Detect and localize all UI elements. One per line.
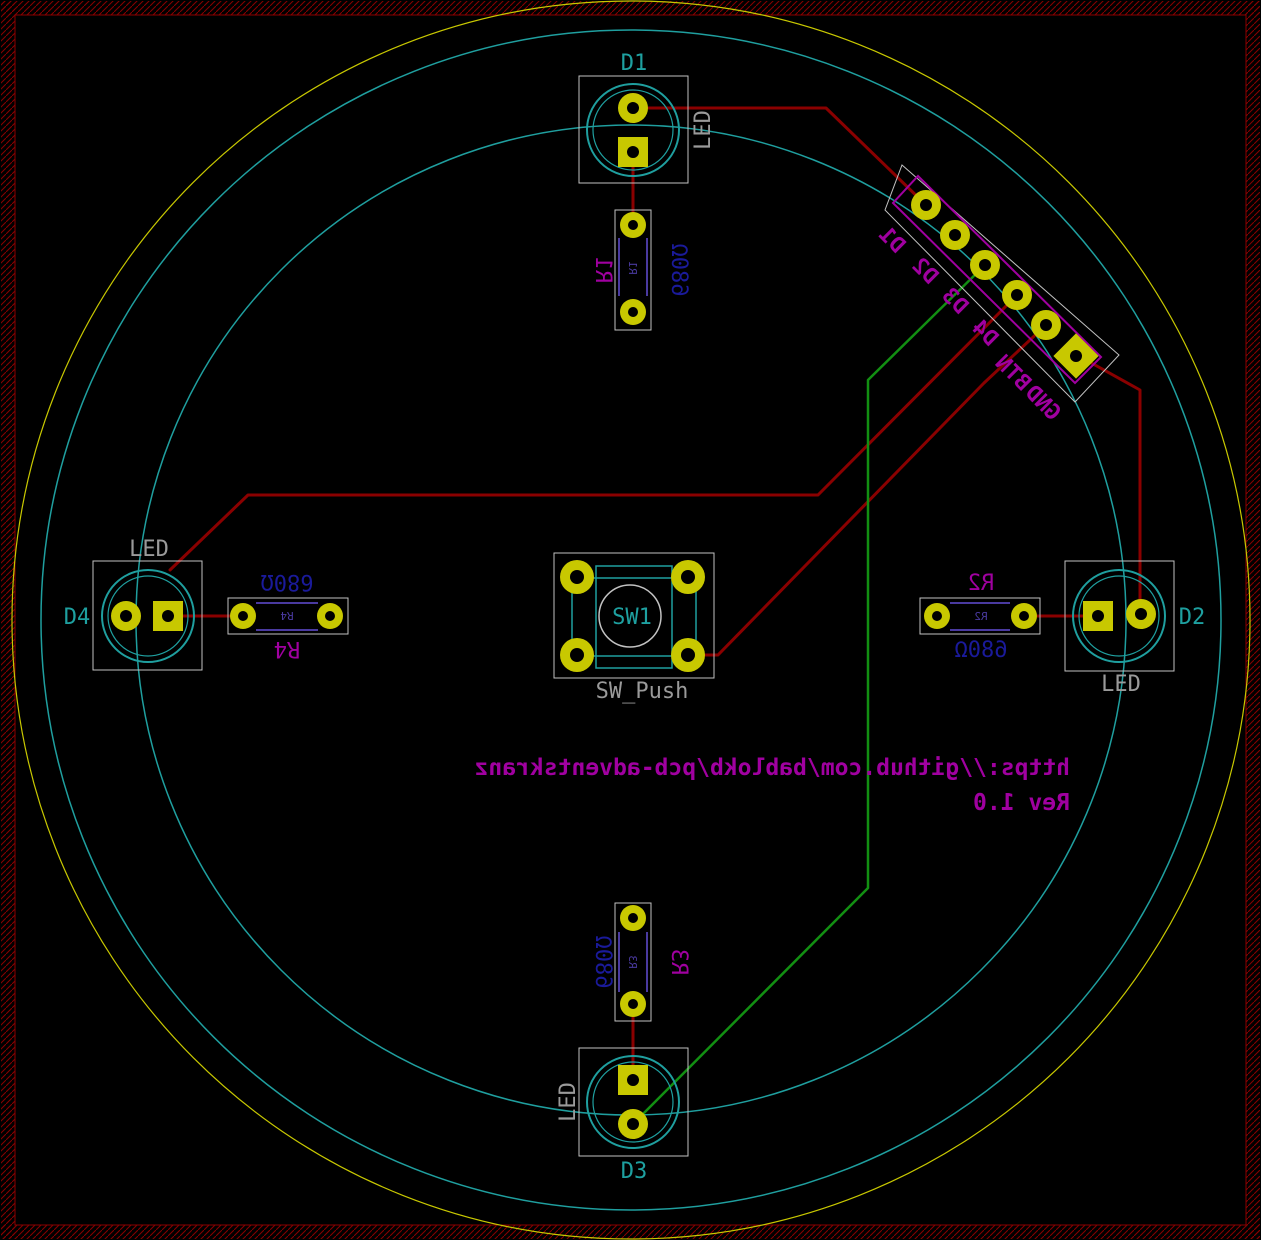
r2-value-label: 680Ω bbox=[955, 638, 1008, 663]
led-d1[interactable]: D1 LED bbox=[578, 51, 716, 184]
r4-fab-label: R4 bbox=[280, 609, 294, 622]
connector-courtyard bbox=[884, 164, 1120, 403]
r3-fab-label: R3 bbox=[626, 955, 639, 968]
d1-courtyard bbox=[578, 75, 689, 184]
d2-ref-label: D2 bbox=[1179, 605, 1206, 630]
r2-fab-label: R2 bbox=[974, 610, 987, 623]
resistor-r1[interactable]: R1 R1 680Ω bbox=[590, 209, 691, 331]
trace-d1 bbox=[631, 106, 928, 207]
resistor-r4[interactable]: R4 680Ω R4 bbox=[227, 569, 349, 661]
led-d4[interactable]: D4 LED bbox=[64, 537, 203, 671]
r3-ref-label: R3 bbox=[666, 949, 691, 976]
r4-value-label: 680Ω bbox=[261, 569, 314, 594]
sw1-value-label: SW_Push bbox=[596, 679, 689, 704]
led-d2[interactable]: D2 LED bbox=[1064, 560, 1206, 697]
project-url-text: https://github.com/bablokb/pcb-adventskr… bbox=[475, 755, 1070, 781]
r1-fab-label: R1 bbox=[626, 261, 639, 274]
d3-ref-label: D3 bbox=[621, 1159, 648, 1184]
back-copper-trace-d3 bbox=[632, 264, 986, 1125]
d4-ref-label: D4 bbox=[64, 605, 91, 630]
trace-d4 bbox=[168, 293, 1019, 572]
d1-value-label: LED bbox=[691, 110, 716, 150]
revision-text: Rev 1.0 bbox=[973, 790, 1070, 816]
d2-value-label: LED bbox=[1101, 672, 1141, 697]
trace-gnd-d2 bbox=[1075, 353, 1142, 616]
push-button-sw1[interactable]: SW1 SW_Push bbox=[553, 552, 715, 704]
resistor-r2[interactable]: R2 R2 680Ω bbox=[919, 571, 1041, 663]
d1-ref-label: D1 bbox=[621, 51, 648, 76]
r1-ref-label: R1 bbox=[590, 257, 615, 284]
silkscreen-back-text: https://github.com/bablokb/pcb-adventskr… bbox=[475, 755, 1070, 816]
sw1-actuator[interactable] bbox=[598, 584, 662, 648]
connector-outline bbox=[891, 174, 1103, 385]
r4-ref-label: R4 bbox=[274, 636, 301, 661]
d1-body bbox=[586, 83, 680, 177]
sw1-ref-label: SW1 bbox=[612, 605, 652, 630]
resistor-r3[interactable]: R3 680Ω R3 bbox=[590, 902, 691, 1022]
r2-ref-label: R2 bbox=[968, 571, 995, 596]
keepout-circle-outer bbox=[40, 29, 1222, 1211]
edge-cuts-outline bbox=[11, 0, 1251, 1240]
d3-value-label: LED bbox=[556, 1082, 581, 1122]
led-d3[interactable]: D3 LED bbox=[556, 1047, 689, 1184]
r3-value-label: 680Ω bbox=[590, 936, 615, 989]
d4-value-label: LED bbox=[129, 537, 169, 562]
r1-value-label: 680Ω bbox=[666, 244, 691, 297]
